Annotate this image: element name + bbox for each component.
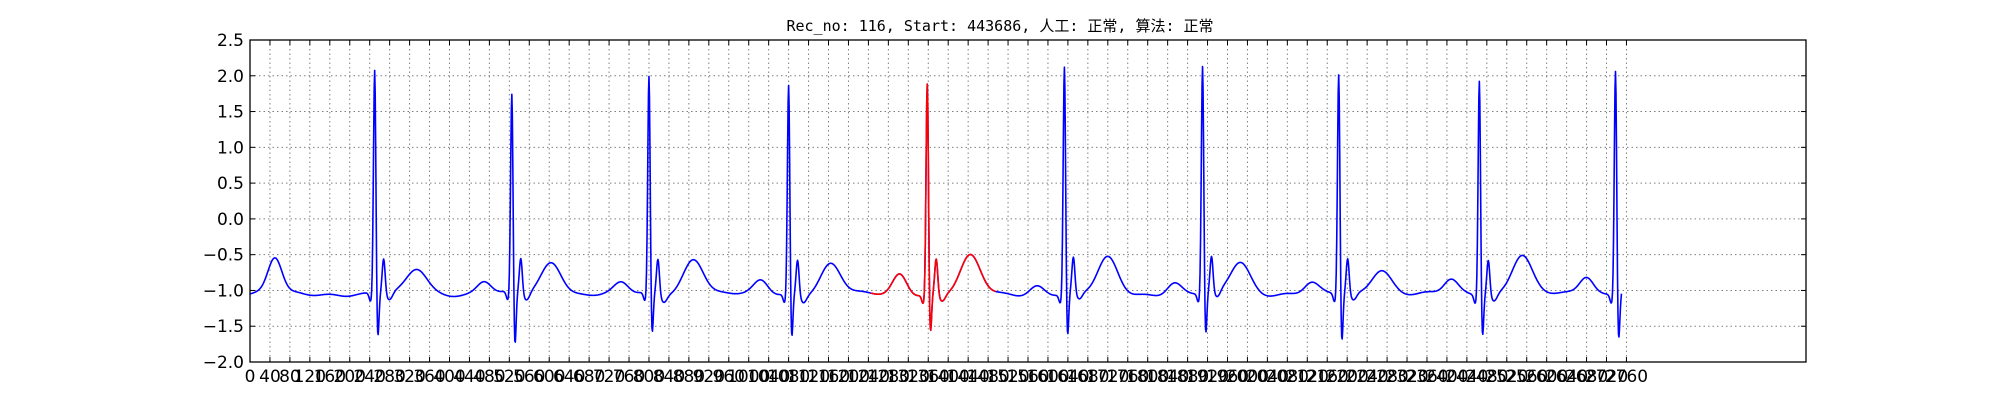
x-tick-label: 1440	[947, 367, 990, 387]
x-tick-label: 480	[473, 367, 505, 387]
x-tick-label: 2400	[1425, 367, 1468, 387]
x-tick-label: 1360	[907, 367, 950, 387]
x-tick-label: 80	[279, 367, 301, 387]
x-tick-label: 1560	[1006, 367, 1049, 387]
x-tick-label: 440	[453, 367, 485, 387]
x-tick-label: 640	[553, 367, 585, 387]
x-tick-label: 2320	[1385, 367, 1428, 387]
y-tick-label: −0.5	[203, 246, 244, 266]
x-tick-label: 1920	[1186, 367, 1229, 387]
tick-layer: 0 408012016020024028032036040044048052056…	[203, 31, 1806, 387]
x-tick-label: 800	[633, 367, 665, 387]
y-tick-label: 0.0	[217, 210, 244, 230]
x-tick-label: 560	[513, 367, 545, 387]
x-tick-label: 2720	[1585, 367, 1628, 387]
y-tick-label: 2.5	[217, 31, 244, 51]
y-tick-label: 1.0	[217, 138, 244, 158]
x-tick-label: 1600	[1026, 367, 1069, 387]
x-tick-label: 2160	[1306, 367, 1349, 387]
x-tick-label: 160	[314, 367, 346, 387]
x-tick-label: 1880	[1166, 367, 1209, 387]
x-tick-label: 1080	[767, 367, 810, 387]
x-tick-label: 760	[613, 367, 645, 387]
x-tick-label: 680	[573, 367, 605, 387]
x-tick-label: 1200	[827, 367, 870, 387]
x-tick-label: 280	[373, 367, 405, 387]
x-tick-label: 2360	[1405, 367, 1448, 387]
y-tick-label: −2.0	[203, 353, 244, 373]
x-tick-label: 1320	[887, 367, 930, 387]
x-tick-label: 2200	[1326, 367, 1369, 387]
x-tick-label: 2000	[1226, 367, 1269, 387]
y-tick-label: −1.0	[203, 281, 244, 301]
x-tick-label: 1040	[747, 367, 790, 387]
x-tick-label: 0	[245, 367, 256, 387]
x-tick-label: 240	[353, 367, 385, 387]
x-tick-label: 880	[673, 367, 705, 387]
x-tick-label: 2040	[1246, 367, 1289, 387]
series-layer	[249, 65, 1623, 343]
y-tick-label: 0.5	[217, 174, 244, 194]
x-tick-label: 400	[433, 367, 465, 387]
x-tick-label: 1240	[847, 367, 890, 387]
x-tick-label: 600	[533, 367, 565, 387]
x-tick-label: 1680	[1066, 367, 1109, 387]
x-tick-label: 520	[493, 367, 525, 387]
x-tick-label: 120	[294, 367, 326, 387]
x-tick-label: 320	[393, 367, 425, 387]
x-tick-label: 2280	[1365, 367, 1408, 387]
x-tick-label: 1640	[1046, 367, 1089, 387]
x-tick-label: 1760	[1106, 367, 1149, 387]
x-tick-label: 1280	[867, 367, 910, 387]
x-tick-label: 2080	[1266, 367, 1309, 387]
x-tick-label: 720	[593, 367, 625, 387]
x-tick-label: 2120	[1286, 367, 1329, 387]
x-tick-label: 840	[653, 367, 685, 387]
x-tick-label: 1160	[807, 367, 850, 387]
ecg-series-line	[249, 65, 1623, 343]
x-tick-label: 1000	[727, 367, 770, 387]
x-tick-label: 1400	[927, 367, 970, 387]
x-tick-label: 2680	[1565, 367, 1608, 387]
x-tick-label: 2600	[1525, 367, 1568, 387]
x-tick-label: 1840	[1146, 367, 1189, 387]
x-tick-label: 200	[334, 367, 366, 387]
x-tick-label: 960	[713, 367, 745, 387]
y-tick-label: −1.5	[203, 317, 244, 337]
y-tick-label: 2.0	[217, 67, 244, 87]
x-tick-label: 2440	[1445, 367, 1488, 387]
x-tick-label: 2520	[1485, 367, 1528, 387]
axes-frame	[249, 39, 1807, 363]
y-tick-label: 1.5	[217, 103, 244, 123]
x-tick-label: 2240	[1345, 367, 1388, 387]
x-tick-label: 40	[259, 367, 281, 387]
highlighted-beat-line	[870, 83, 996, 332]
x-tick-label: 1720	[1086, 367, 1129, 387]
x-tick-label: 1120	[787, 367, 830, 387]
x-tick-label: 2560	[1505, 367, 1548, 387]
x-tick-label: 1800	[1126, 367, 1169, 387]
x-tick-label: 2480	[1465, 367, 1508, 387]
chart-title: Rec_no: 116, Start: 443686, 人工: 正常, 算法: …	[786, 17, 1213, 35]
grid-layer	[250, 40, 1806, 362]
x-tick-label: 2760	[1605, 367, 1648, 387]
x-tick-label: 2640	[1545, 367, 1588, 387]
x-tick-label: 1480	[966, 367, 1009, 387]
x-tick-label: 1520	[986, 367, 1029, 387]
x-tick-label: 360	[413, 367, 445, 387]
x-tick-label: 920	[693, 367, 725, 387]
x-tick-label: 1960	[1206, 367, 1249, 387]
